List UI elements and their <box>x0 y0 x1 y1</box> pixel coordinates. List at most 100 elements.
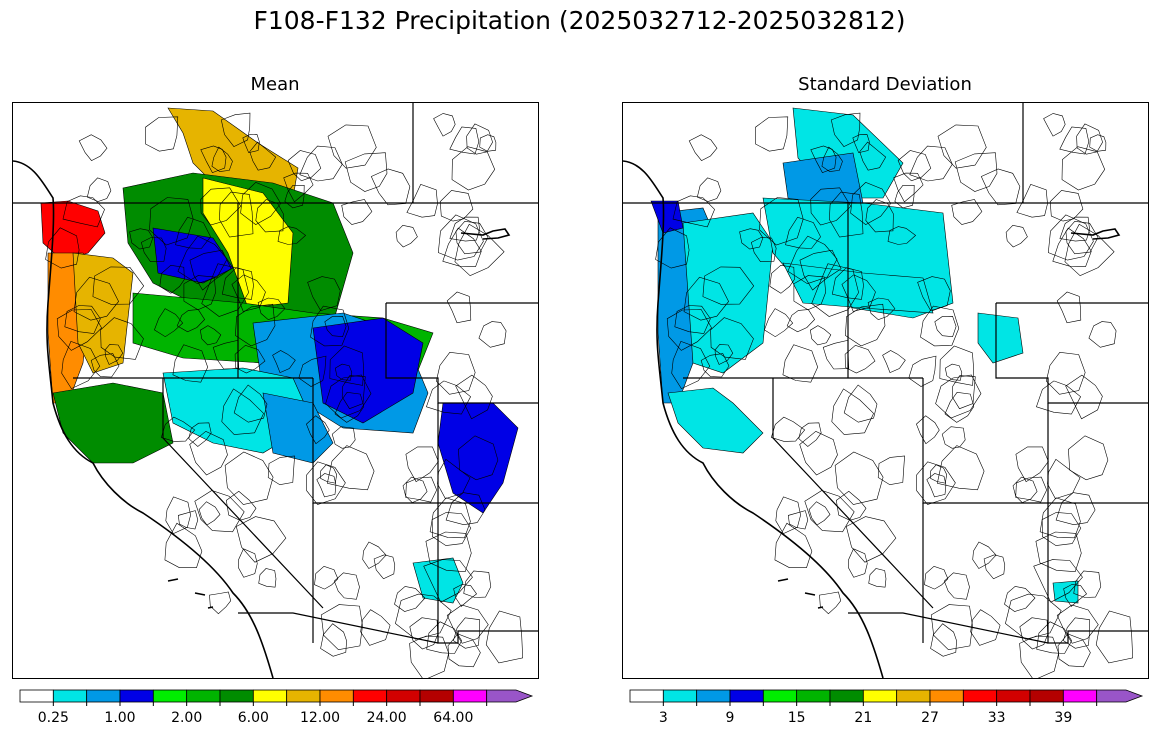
basin-outline <box>830 112 861 147</box>
basin-outline <box>887 226 917 245</box>
colorbar-segment <box>219 689 254 703</box>
basin-outline <box>688 134 718 161</box>
basin-outline <box>859 141 887 171</box>
basin-outline <box>479 134 497 152</box>
basin-outline <box>799 430 838 476</box>
colorbar-segment <box>386 689 421 703</box>
basin-outline <box>176 309 205 333</box>
basin-outline <box>1036 621 1073 654</box>
colorbar-segment <box>286 689 321 703</box>
basin-outline <box>211 146 233 172</box>
basin-outline <box>324 315 347 338</box>
basin-outline <box>798 422 822 447</box>
basin-outline <box>1012 476 1038 503</box>
basin-outline <box>1056 291 1082 324</box>
basin-outline <box>426 380 471 415</box>
basin-outline <box>267 455 295 486</box>
basin-outline <box>333 572 360 600</box>
basin-outline <box>714 344 734 365</box>
basin-outline <box>764 308 794 338</box>
basin-outline <box>73 276 119 321</box>
basin-outline <box>674 305 711 334</box>
basin-outline <box>1035 531 1082 573</box>
basin-outline <box>1015 446 1049 483</box>
mean-map-canvas <box>13 103 538 678</box>
basin-outline <box>451 146 496 191</box>
basin-outline <box>334 391 365 423</box>
basin-outline <box>221 388 264 435</box>
colorbar-tick-label: 27 <box>921 710 939 726</box>
basin-outline <box>848 548 868 578</box>
basin-outline <box>666 309 712 351</box>
basin-outline <box>671 341 711 389</box>
basin-outline <box>45 227 80 269</box>
colorbar-tick-label: 9 <box>725 710 735 726</box>
basin-outline <box>808 501 831 526</box>
mean-basin-outlines <box>45 112 524 678</box>
basin-outline <box>329 345 365 386</box>
colorbar-segment <box>762 689 798 703</box>
basin-outline <box>431 512 472 546</box>
basin-outline <box>78 134 108 161</box>
colorbar-segment <box>19 689 54 703</box>
colorbar-tick-label: 15 <box>787 710 806 726</box>
colorbar-segment <box>486 689 534 703</box>
colorbar-segment <box>929 689 964 703</box>
basin-outline <box>1004 586 1036 612</box>
basin-outline <box>1045 351 1086 395</box>
colorbar-segment <box>152 689 188 703</box>
basin-outline <box>334 363 353 381</box>
basin-outline <box>341 375 366 410</box>
basin-outline <box>201 263 249 317</box>
basin-outline <box>917 276 951 311</box>
basin-outline <box>299 145 343 182</box>
basin-outline <box>934 315 957 338</box>
colorbar-segment <box>862 689 898 703</box>
basin-outline <box>406 184 438 218</box>
colorbar-segment <box>696 689 731 703</box>
basin-outline <box>56 309 102 351</box>
mean-colorbar <box>19 689 535 706</box>
basin-outline <box>341 199 373 225</box>
basin-outline <box>1056 604 1099 644</box>
basin-outline <box>877 455 905 486</box>
basin-outline <box>194 490 245 533</box>
basin-outline <box>212 339 240 370</box>
basin-outline <box>409 617 439 650</box>
region-colorado-spot <box>977 312 1024 364</box>
basin-outline <box>225 490 257 521</box>
basin-outline <box>1041 512 1082 546</box>
colorbar-segment <box>452 689 488 703</box>
colorbar-tick-label: 1.00 <box>104 710 136 726</box>
basin-outline <box>455 220 489 255</box>
basin-outline <box>219 191 254 238</box>
basin-outline <box>702 266 755 305</box>
basin-outline <box>822 339 850 370</box>
basin-outline <box>394 586 426 612</box>
basin-outline <box>172 344 209 383</box>
basin-outline <box>316 473 337 498</box>
colorbar-tick-label: 21 <box>854 710 873 726</box>
basin-outline <box>307 276 341 311</box>
basin-outline <box>852 134 870 154</box>
basin-outline <box>402 476 428 503</box>
basin-outline <box>944 363 963 381</box>
basin-outline <box>145 116 179 152</box>
basin-outline <box>954 152 998 192</box>
basin-outline <box>104 344 124 365</box>
basin-outline <box>951 199 983 225</box>
basin-outline <box>1019 635 1060 678</box>
basin-outline <box>277 226 307 245</box>
colorbar-tick-label: 2.00 <box>171 710 203 726</box>
basin-outline <box>453 584 478 607</box>
basin-outline <box>930 604 973 651</box>
basin-outline <box>831 388 874 435</box>
basin-outline <box>882 350 906 373</box>
colorbar-segment <box>86 689 121 703</box>
basin-outline <box>936 445 985 491</box>
basin-outline <box>821 146 843 172</box>
basin-outline <box>1052 227 1092 267</box>
basin-outline <box>188 422 212 447</box>
basin-outline <box>234 344 266 374</box>
mean-state-borders <box>13 103 538 644</box>
